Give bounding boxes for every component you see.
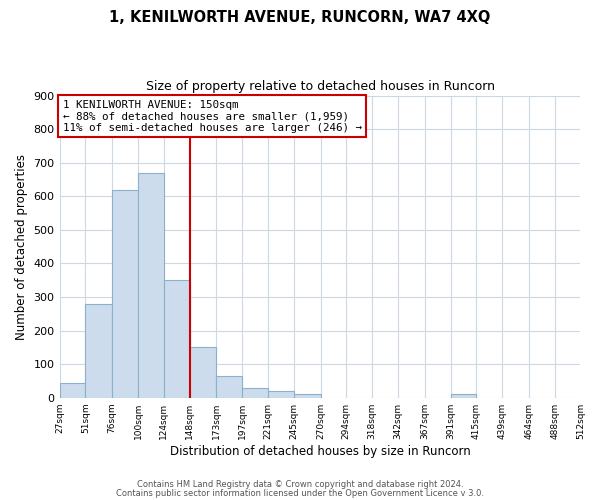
- Bar: [268, 391, 294, 398]
- X-axis label: Distribution of detached houses by size in Runcorn: Distribution of detached houses by size …: [170, 444, 470, 458]
- Bar: [190, 348, 217, 398]
- Bar: [59, 382, 85, 398]
- Bar: [85, 304, 112, 398]
- Text: 1 KENILWORTH AVENUE: 150sqm
← 88% of detached houses are smaller (1,959)
11% of : 1 KENILWORTH AVENUE: 150sqm ← 88% of det…: [63, 100, 362, 133]
- Bar: [217, 376, 242, 398]
- Bar: [242, 388, 268, 398]
- Bar: [164, 280, 190, 398]
- Bar: [112, 190, 138, 398]
- Bar: [451, 394, 476, 398]
- Bar: [138, 173, 164, 398]
- Text: Contains HM Land Registry data © Crown copyright and database right 2024.: Contains HM Land Registry data © Crown c…: [137, 480, 463, 489]
- Title: Size of property relative to detached houses in Runcorn: Size of property relative to detached ho…: [146, 80, 494, 93]
- Y-axis label: Number of detached properties: Number of detached properties: [15, 154, 28, 340]
- Bar: [294, 394, 320, 398]
- Text: 1, KENILWORTH AVENUE, RUNCORN, WA7 4XQ: 1, KENILWORTH AVENUE, RUNCORN, WA7 4XQ: [109, 10, 491, 25]
- Text: Contains public sector information licensed under the Open Government Licence v : Contains public sector information licen…: [116, 488, 484, 498]
